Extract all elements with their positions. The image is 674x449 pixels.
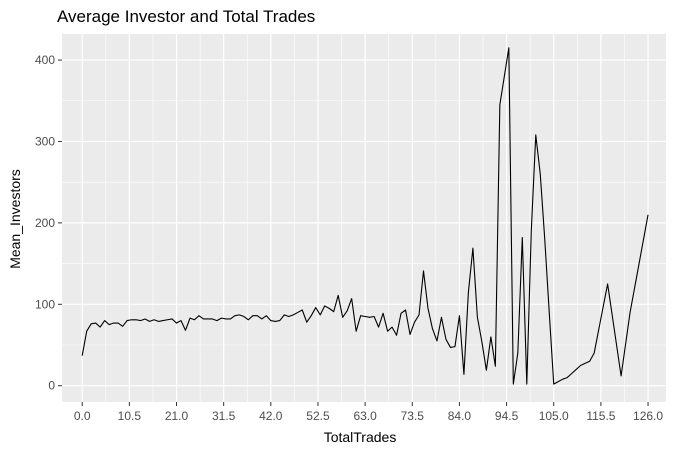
x-tick-label: 73.5: [401, 409, 425, 423]
y-tick-label: 400: [35, 53, 55, 67]
x-tick-label: 21.0: [165, 409, 189, 423]
y-tick-label: 0: [48, 379, 55, 393]
x-tick-label: 0.0: [74, 409, 91, 423]
x-axis-title: TotalTrades: [324, 429, 397, 445]
chart-title: Average Investor and Total Trades: [57, 7, 315, 26]
x-tick-label: 63.0: [353, 409, 377, 423]
x-axis-ticks: 0.0 10.5 21.0 31.5 42.0 52.5 63.0 73.5 84.0 94.5 1…: [74, 402, 663, 423]
y-tick-label: 100: [35, 297, 55, 311]
minor-gridlines: [62, 34, 666, 402]
series-line: [81, 47, 649, 385]
x-tick-label: 31.5: [212, 409, 236, 423]
y-axis-title: Mean_Investors: [7, 169, 23, 269]
plot-panel: [62, 34, 666, 402]
x-tick-label: 105.0: [539, 409, 569, 423]
x-tick-label: 94.5: [495, 409, 519, 423]
x-tick-label: 10.5: [118, 409, 142, 423]
x-tick-label: 126.0: [633, 409, 663, 423]
y-axis-ticks: 0 100 200 300 400: [35, 53, 62, 393]
x-tick-label: 52.5: [306, 409, 330, 423]
y-tick-label: 200: [35, 216, 55, 230]
major-gridlines: [62, 34, 666, 402]
x-tick-label: 42.0: [259, 409, 283, 423]
y-tick-label: 300: [35, 134, 55, 148]
x-tick-label: 84.0: [448, 409, 472, 423]
x-tick-label: 115.5: [586, 409, 615, 423]
